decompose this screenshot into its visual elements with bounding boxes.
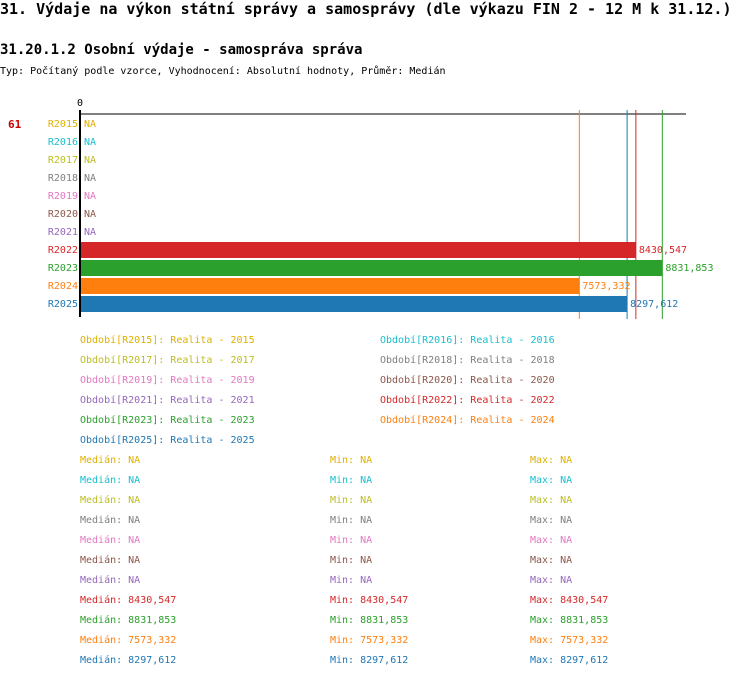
stat-median: Medián: NA <box>80 575 141 586</box>
category-label: R2017 <box>48 155 78 166</box>
stat-median: Medián: NA <box>80 495 141 506</box>
category-label: R2024 <box>48 281 78 292</box>
legend-entry: Období[R2015]: Realita - 2015 <box>80 335 255 346</box>
stat-max: Max: 7573,332 <box>530 635 609 646</box>
stat-min: Min: NA <box>330 475 373 486</box>
row-marker: 61 <box>8 118 22 131</box>
stat-median: Medián: 7573,332 <box>80 635 177 646</box>
stat-min: Min: NA <box>330 515 373 526</box>
value-label: NA <box>84 227 96 238</box>
bar <box>80 260 663 276</box>
value-label: NA <box>84 173 96 184</box>
legend-entry: Období[R2016]: Realita - 2016 <box>380 335 555 346</box>
stat-max: Max: 8430,547 <box>530 595 609 606</box>
legend-entry: Období[R2024]: Realita - 2024 <box>380 415 555 426</box>
stat-min: Min: NA <box>330 455 373 466</box>
value-label: 8430,547 <box>639 245 687 256</box>
stat-median: Medián: 8831,853 <box>80 615 177 626</box>
chart-subtitle: 31.20.1.2 Osobní výdaje - samospráva spr… <box>0 42 363 58</box>
stat-max: Max: NA <box>530 575 573 586</box>
value-label: 7573,332 <box>582 281 630 292</box>
value-label: NA <box>84 137 96 148</box>
stat-median: Medián: NA <box>80 455 141 466</box>
legend-entry: Období[R2018]: Realita - 2018 <box>380 355 555 366</box>
stat-median: Medián: NA <box>80 535 141 546</box>
category-label: R2020 <box>48 209 78 220</box>
stat-min: Min: NA <box>330 495 373 506</box>
category-label: R2015 <box>48 119 78 130</box>
category-label: R2019 <box>48 191 78 202</box>
category-label: R2018 <box>48 173 78 184</box>
stat-max: Max: 8297,612 <box>530 655 609 666</box>
stat-min: Min: 7573,332 <box>330 635 409 646</box>
bar-chart: 0 61 R2015 NA R2016 NA R2017 NA R2018 NA R2019 NA R2… <box>8 98 713 319</box>
stat-min: Min: 8430,547 <box>330 595 409 606</box>
stat-median: Medián: NA <box>80 515 141 526</box>
value-label: 8831,853 <box>665 263 713 274</box>
value-label: NA <box>84 155 96 166</box>
legend-entry: Období[R2017]: Realita - 2017 <box>80 355 255 366</box>
stat-min: Min: NA <box>330 535 373 546</box>
value-label: 8297,612 <box>630 299 678 310</box>
legend-entry: Období[R2022]: Realita - 2022 <box>380 395 555 406</box>
value-label: NA <box>84 209 96 220</box>
stat-max: Max: NA <box>530 515 573 526</box>
stat-max: Max: NA <box>530 555 573 566</box>
stat-max: Max: NA <box>530 455 573 466</box>
chart-meta: Typ: Počítaný podle vzorce, Vyhodnocení:… <box>0 66 446 77</box>
value-label: NA <box>84 119 96 130</box>
bar <box>80 242 636 258</box>
value-label: NA <box>84 191 96 202</box>
stat-max: Max: NA <box>530 475 573 486</box>
stat-max: Max: NA <box>530 535 573 546</box>
legend-entry: Období[R2020]: Realita - 2020 <box>380 375 555 386</box>
stat-max: Max: 8831,853 <box>530 615 609 626</box>
legend-entry: Období[R2021]: Realita - 2021 <box>80 395 255 406</box>
legend-entry: Období[R2019]: Realita - 2019 <box>80 375 255 386</box>
category-label: R2023 <box>48 263 78 274</box>
stat-min: Min: 8297,612 <box>330 655 409 666</box>
stat-max: Max: NA <box>530 495 573 506</box>
stat-median: Medián: NA <box>80 555 141 566</box>
category-label: R2021 <box>48 227 78 238</box>
stat-min: Min: NA <box>330 555 373 566</box>
stat-median: Medián: 8297,612 <box>80 655 177 666</box>
bar <box>80 296 628 312</box>
category-label: R2025 <box>48 299 78 310</box>
page-title: 31. Výdaje na výkon státní správy a samo… <box>0 0 732 18</box>
axis-zero-label: 0 <box>77 98 83 109</box>
legend-entry: Období[R2025]: Realita - 2025 <box>80 435 255 446</box>
bar <box>80 278 580 294</box>
stat-median: Medián: 8430,547 <box>80 595 177 606</box>
legend-entry: Období[R2023]: Realita - 2023 <box>80 415 255 426</box>
stat-min: Min: 8831,853 <box>330 615 409 626</box>
category-label: R2016 <box>48 137 78 148</box>
stat-median: Medián: NA <box>80 475 141 486</box>
stat-min: Min: NA <box>330 575 373 586</box>
category-label: R2022 <box>48 245 78 256</box>
